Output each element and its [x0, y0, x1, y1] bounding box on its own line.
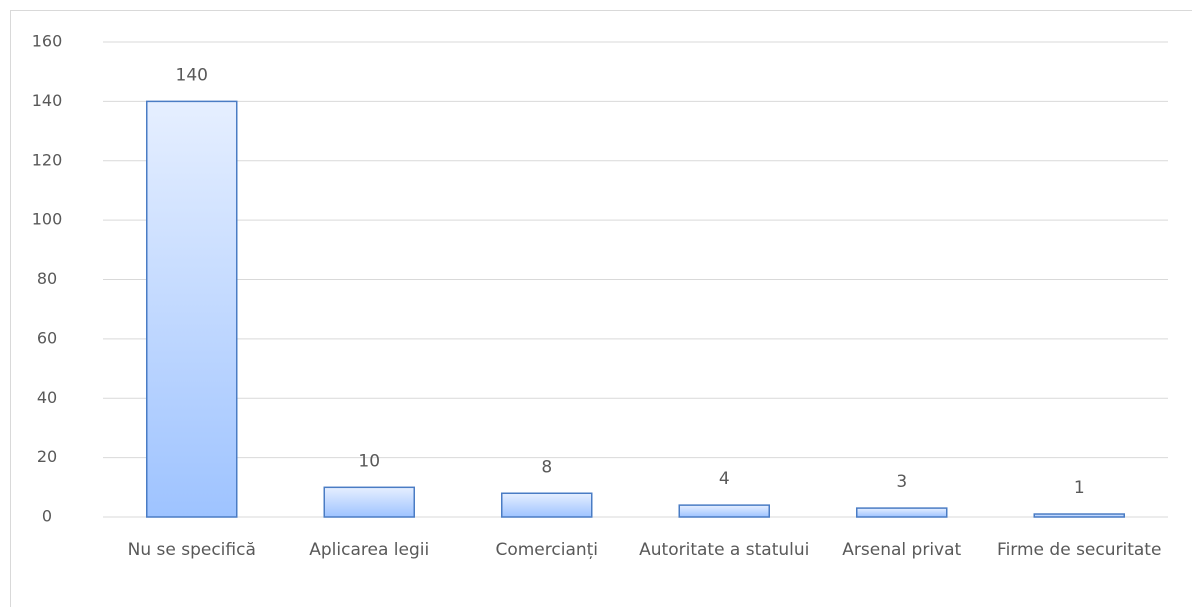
data-label: 1	[1074, 478, 1085, 498]
bar	[323, 486, 415, 518]
y-tick-label: 0	[42, 507, 52, 526]
x-tick-label: Nu se specifică	[127, 540, 256, 560]
x-tick-label: Arsenal privat	[842, 540, 962, 560]
data-label: 8	[541, 457, 552, 477]
bar	[856, 507, 948, 518]
y-tick-label: 20	[37, 447, 57, 466]
x-tick-label: Aplicarea legii	[309, 540, 430, 560]
y-tick-label: 120	[32, 150, 63, 169]
y-tick-label: 40	[37, 388, 57, 407]
y-tick-label: 100	[32, 210, 63, 229]
data-label: 140	[176, 65, 208, 85]
bar	[1033, 513, 1125, 518]
y-tick-label: 80	[37, 269, 57, 288]
data-label: 4	[719, 469, 730, 489]
y-tick-label: 160	[32, 32, 63, 51]
bar	[146, 100, 238, 518]
y-tick-label: 60	[37, 328, 57, 347]
data-label: 10	[358, 451, 380, 471]
x-tick-label: Autoritate a statului	[639, 540, 810, 560]
x-tick-label: Comercianți	[495, 540, 599, 560]
chart-border	[10, 10, 1192, 607]
x-tick-label: Firme de securitate	[997, 540, 1162, 560]
bar	[678, 504, 770, 518]
data-label: 3	[896, 472, 907, 492]
y-tick-label: 140	[32, 91, 63, 110]
bar	[501, 492, 593, 518]
